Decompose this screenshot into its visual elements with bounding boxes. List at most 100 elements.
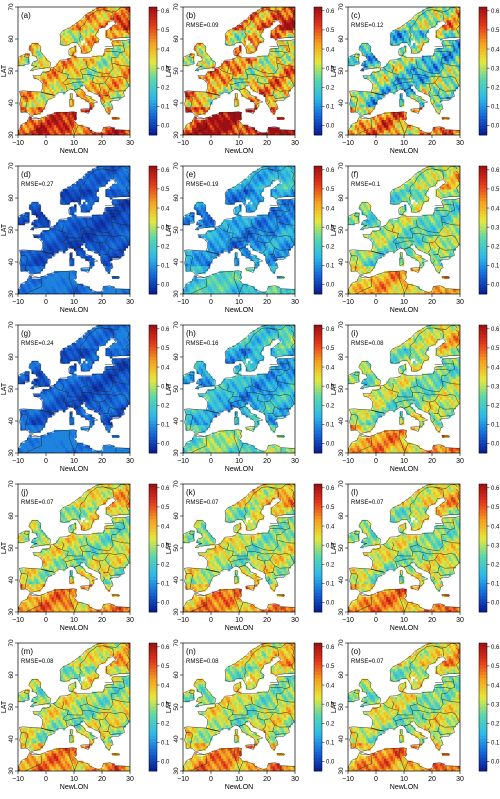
y-tick-label: 50 bbox=[8, 67, 15, 75]
x-tick-label: 0 bbox=[209, 140, 213, 147]
y-tick-label: 60 bbox=[173, 671, 180, 679]
map-panel-k: −10 0 10 20 30 NewLON 30 40 50 60 70 LAT (k) RMSE=0.0… bbox=[166, 480, 335, 632]
y-tick-label: 60 bbox=[173, 194, 180, 202]
colorbar-tick-label: 0.5 bbox=[491, 505, 500, 511]
y-tick-label: 30 bbox=[173, 449, 180, 457]
y-axis-label: LAT bbox=[166, 700, 173, 713]
x-tick-label: 20 bbox=[263, 458, 271, 465]
colorbar-tick-label: 0.2 bbox=[491, 404, 500, 410]
y-tick-label: 70 bbox=[8, 639, 15, 647]
colorbar-tick-label: 0.6 bbox=[161, 645, 170, 651]
panel-label: (i) bbox=[351, 329, 358, 338]
colorbar-tick-label: 0.5 bbox=[326, 505, 335, 511]
y-tick-label: 60 bbox=[338, 35, 345, 43]
y-tick-label: 40 bbox=[338, 576, 345, 584]
x-tick-label: 30 bbox=[456, 617, 464, 624]
rmse-label: RMSE=0.24 bbox=[21, 341, 54, 347]
x-tick-label: 0 bbox=[44, 140, 48, 147]
colorbar-tick-label: 0.2 bbox=[491, 86, 500, 92]
x-tick-label: 0 bbox=[209, 776, 213, 783]
panel-label: (o) bbox=[351, 647, 361, 656]
colorbar: 0.0 0.1 0.2 0.3 0.4 0.5 0.6 bbox=[478, 483, 500, 613]
colorbar-tick-label: 0.1 bbox=[161, 264, 170, 270]
x-tick-label: −10 bbox=[12, 299, 24, 306]
x-tick-label: 10 bbox=[400, 140, 408, 147]
x-axis-label: NewLON bbox=[60, 307, 88, 314]
colorbar-tick-label: 0.2 bbox=[161, 722, 170, 728]
rmse-label: RMSE=0.08 bbox=[351, 341, 384, 347]
colorbar-tick-label: 0.4 bbox=[491, 365, 500, 371]
map-panel-n: −10 0 10 20 30 NewLON 30 40 50 60 70 LAT (n) RMSE=0.0… bbox=[166, 639, 335, 791]
y-axis-label: LAT bbox=[1, 64, 8, 77]
y-axis-label: LAT bbox=[1, 541, 8, 554]
colorbar: 0.0 0.1 0.2 0.3 0.4 0.5 0.6 bbox=[313, 6, 335, 136]
map-panel-m: −10 0 10 20 30 NewLON 30 40 50 60 70 LAT (m) RMSE=0.0… bbox=[1, 639, 170, 791]
rmse-label: RMSE=0.07 bbox=[21, 500, 54, 506]
x-tick-label: 10 bbox=[235, 140, 243, 147]
rmse-label: RMSE=0.08 bbox=[186, 659, 219, 665]
y-tick-label: 70 bbox=[8, 162, 15, 170]
x-tick-label: −10 bbox=[177, 299, 189, 306]
colorbar: 0.0 0.1 0.2 0.3 0.4 0.5 0.6 bbox=[478, 642, 500, 772]
colorbar-tick-label: 0.0 bbox=[491, 442, 500, 448]
y-tick-label: 40 bbox=[173, 576, 180, 584]
colorbar-tick-label: 0.3 bbox=[491, 225, 500, 231]
colorbar-tick-label: 0.4 bbox=[326, 47, 335, 53]
colorbar-tick-label: 0.2 bbox=[491, 722, 500, 728]
y-tick-label: 30 bbox=[8, 131, 15, 139]
x-tick-label: 10 bbox=[70, 458, 78, 465]
colorbar-tick-label: 0.1 bbox=[161, 741, 170, 747]
map-panel-e: −10 0 10 20 30 NewLON 30 40 50 60 70 LAT (e) RMSE=0.1… bbox=[166, 162, 335, 314]
colorbar-tick-label: 0.5 bbox=[161, 187, 170, 193]
y-tick-label: 50 bbox=[173, 226, 180, 234]
x-tick-label: −10 bbox=[177, 776, 189, 783]
y-tick-label: 30 bbox=[8, 767, 15, 775]
map-panel-j: −10 0 10 20 30 NewLON 30 40 50 60 70 LAT (j) RMSE=0.0… bbox=[1, 480, 170, 632]
y-tick-label: 70 bbox=[338, 3, 345, 11]
panel-label: (d) bbox=[21, 170, 31, 179]
map-panel-f: −10 0 10 20 30 NewLON 30 40 50 60 70 LAT (f) RMSE=0.1… bbox=[331, 162, 500, 314]
y-axis-label: LAT bbox=[331, 541, 338, 554]
y-tick-label: 50 bbox=[173, 385, 180, 393]
colorbar-tick-label: 0.3 bbox=[326, 225, 335, 231]
colorbar-tick-label: 0.2 bbox=[161, 86, 170, 92]
colorbar-tick-label: 0.0 bbox=[161, 601, 170, 607]
y-tick-label: 70 bbox=[173, 639, 180, 647]
y-tick-label: 40 bbox=[8, 99, 15, 107]
x-tick-label: −10 bbox=[177, 617, 189, 624]
colorbar-tick-label: 0.5 bbox=[326, 346, 335, 352]
x-tick-label: 30 bbox=[291, 776, 299, 783]
colorbar-tick-label: 0.2 bbox=[161, 563, 170, 569]
x-axis-label: NewLON bbox=[390, 466, 418, 473]
y-tick-label: 30 bbox=[8, 449, 15, 457]
colorbar-tick-label: 0.4 bbox=[326, 206, 335, 212]
map-panel-a: −10 0 10 20 30NewLON3040506070LAT(a)0.00.10.… bbox=[1, 3, 170, 155]
y-tick-label: 40 bbox=[8, 417, 15, 425]
x-tick-label: −10 bbox=[342, 458, 354, 465]
rmse-label: RMSE=0.19 bbox=[186, 182, 219, 188]
x-tick-label: 0 bbox=[44, 617, 48, 624]
y-tick-label: 40 bbox=[338, 258, 345, 266]
panel-label: (c) bbox=[351, 11, 361, 20]
y-axis-label: LAT bbox=[331, 700, 338, 713]
colorbar-tick-label: 0.6 bbox=[326, 9, 335, 15]
colorbar-tick-label: 0.3 bbox=[161, 702, 170, 708]
colorbar-tick-label: 0.6 bbox=[491, 168, 500, 174]
y-tick-label: 60 bbox=[338, 671, 345, 679]
y-tick-label: 30 bbox=[173, 290, 180, 298]
country-borders bbox=[348, 166, 460, 294]
x-axis-label: NewLON bbox=[390, 307, 418, 314]
colorbar-tick-label: 0.4 bbox=[326, 683, 335, 689]
y-tick-label: 70 bbox=[173, 162, 180, 170]
y-tick-label: 50 bbox=[173, 67, 180, 75]
rmse-label: RMSE=0.09 bbox=[186, 23, 219, 29]
colorbar-tick-label: 0.3 bbox=[326, 543, 335, 549]
x-tick-label: 10 bbox=[70, 299, 78, 306]
y-tick-label: 50 bbox=[338, 385, 345, 393]
colorbar-tick-label: 0.4 bbox=[491, 683, 500, 689]
y-axis-label: LAT bbox=[166, 223, 173, 236]
colorbar-tick-label: 0.2 bbox=[491, 245, 500, 251]
x-tick-label: −10 bbox=[12, 458, 24, 465]
panel-label: (j) bbox=[21, 488, 28, 497]
